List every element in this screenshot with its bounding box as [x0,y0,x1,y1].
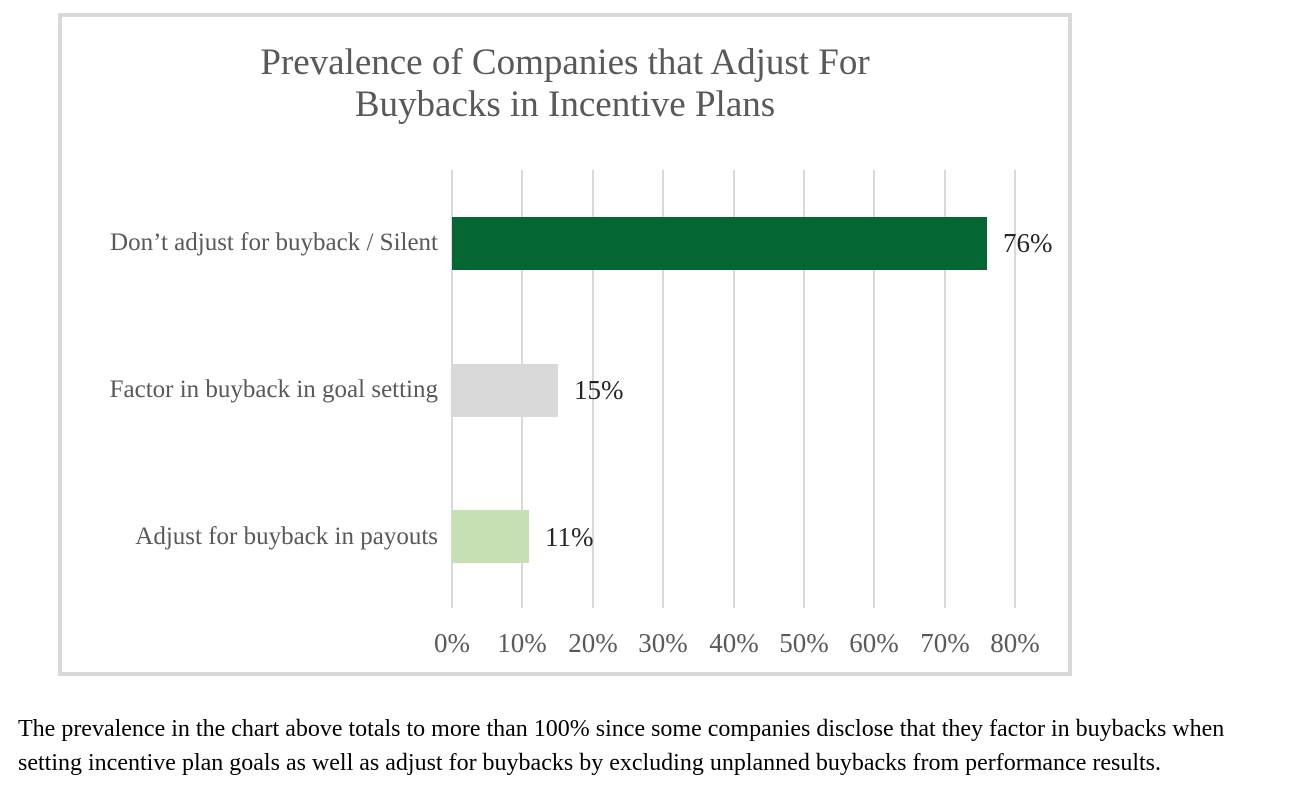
x-tick-label: 30% [638,628,688,658]
x-tick-label: 20% [568,628,618,658]
gridline [803,170,805,608]
x-tick-label: 10% [497,628,547,658]
category-label: Don’t adjust for buyback / Silent [110,229,438,256]
bar [452,364,558,417]
gridline [1014,170,1016,608]
caption-line-2: setting incentive plan goals as well as … [18,750,1162,776]
x-tick-label: 80% [990,628,1040,658]
x-tick-label: 70% [920,628,970,658]
value-label: 15% [574,375,624,405]
category-label: Factor in buyback in goal setting [109,376,438,403]
bar [452,510,529,563]
gridline [662,170,664,608]
chart-frame [58,13,1072,676]
gridline [592,170,594,608]
gridline [944,170,946,608]
chart-title-line-1: Prevalence of Companies that Adjust For [260,42,870,83]
chart-title-line-2: Buybacks in Incentive Plans [354,84,776,125]
category-label: Adjust for buyback in payouts [135,523,438,550]
x-tick-label: 50% [779,628,829,658]
gridline [873,170,875,608]
caption: The prevalence in the chart above totals… [18,712,1290,780]
x-tick-label: 0% [434,628,470,658]
value-label: 11% [545,522,594,552]
value-label: 76% [1003,228,1053,258]
gridline [733,170,735,608]
x-tick-label: 40% [709,628,759,658]
caption-line-1: The prevalence in the chart above totals… [18,716,1225,742]
chart-title: Prevalence of Companies that Adjust For … [58,42,1072,126]
bar [452,217,987,270]
x-tick-label: 60% [849,628,899,658]
